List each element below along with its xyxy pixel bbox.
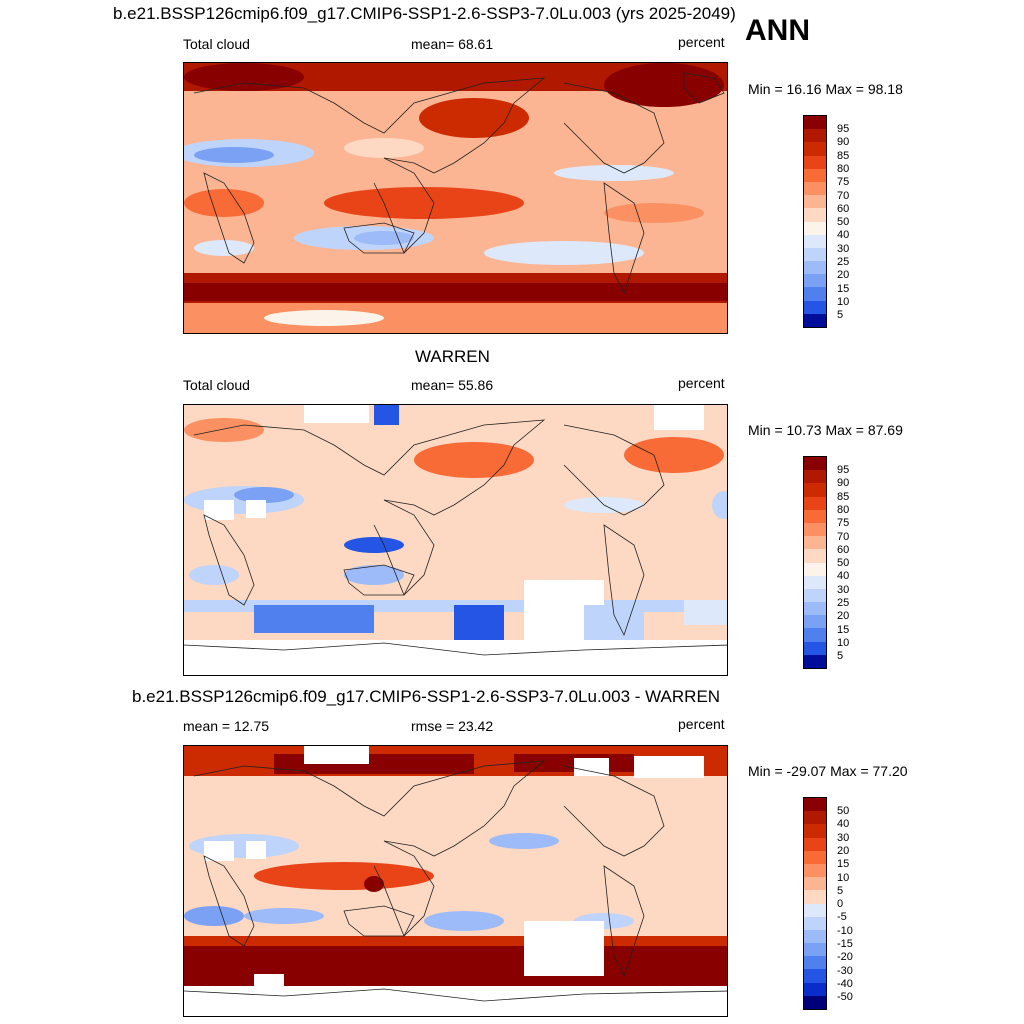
panel1-colorbar-tick: 5 xyxy=(837,309,844,321)
panel3-colorbar-tick: -10 xyxy=(837,925,853,937)
panel1-colorbar-tick: 30 xyxy=(837,243,850,255)
panel3-rmse-label: rmse = 23.42 xyxy=(411,718,494,734)
panel1-colorbar-tick: 25 xyxy=(837,256,850,268)
panel3-colorbar-tick: 10 xyxy=(837,872,850,884)
panel3-colorbar xyxy=(803,797,827,1010)
panel2-colorbar-tick: 5 xyxy=(837,650,844,662)
panel1-colorbar-tick: 20 xyxy=(837,269,850,281)
panel3-colorbar-tick: -20 xyxy=(837,951,853,963)
panel1-minmax-label: Min = 16.16 Max = 98.18 xyxy=(748,81,903,97)
panel2-colorbar-tick: 30 xyxy=(837,584,850,596)
panel2-map xyxy=(183,404,728,676)
panel2-variable-label: Total cloud xyxy=(183,377,250,393)
panel3-colorbar-tick: -40 xyxy=(837,978,853,990)
panel2-colorbar-tick: 60 xyxy=(837,544,850,556)
season-label: ANN xyxy=(745,14,810,47)
panel1-colorbar-tick: 95 xyxy=(837,123,850,135)
panel1-colorbar-tick: 60 xyxy=(837,203,850,215)
panel1-units-label: percent xyxy=(678,34,725,50)
panel3-units-label: percent xyxy=(678,716,725,732)
panel2-colorbar-tick: 15 xyxy=(837,624,850,636)
panel3-colorbar-tick: 40 xyxy=(837,818,850,830)
panel3-colorbar-tick: 0 xyxy=(837,898,844,910)
panel1-title: b.e21.BSSP126cmip6.f09_g17.CMIP6-SSP1-2.… xyxy=(113,4,736,23)
panel1-colorbar-tick: 90 xyxy=(837,136,850,148)
panel3-colorbar-tick: 5 xyxy=(837,885,844,897)
panel2-colorbar-tick: 40 xyxy=(837,570,850,582)
panel3-colorbar-tick: -15 xyxy=(837,938,853,950)
panel1-mean-label: mean= 68.61 xyxy=(411,36,494,52)
panel1-map xyxy=(183,62,728,334)
panel2-colorbar xyxy=(803,456,827,669)
panel3-title: b.e21.BSSP126cmip6.f09_g17.CMIP6-SSP1-2.… xyxy=(132,687,721,706)
panel3-colorbar-tick: -5 xyxy=(837,911,847,923)
panel1-colorbar-tick: 50 xyxy=(837,216,850,228)
panel2-colorbar-tick: 85 xyxy=(837,491,850,503)
panel1-colorbar-tick: 70 xyxy=(837,190,850,202)
panel1-colorbar xyxy=(803,115,827,328)
panel2-colorbar-tick: 75 xyxy=(837,517,850,529)
panel2-colorbar-tick: 95 xyxy=(837,464,850,476)
panel1-colorbar-tick: 15 xyxy=(837,283,850,295)
panel2-units-label: percent xyxy=(678,375,725,391)
panel1-colorbar-tick: 75 xyxy=(837,176,850,188)
panel2-colorbar-tick: 50 xyxy=(837,557,850,569)
panel3-colorbar-tick: 30 xyxy=(837,832,850,844)
panel3-colorbar-tick: 15 xyxy=(837,858,850,870)
panel3-colorbar-tick: 20 xyxy=(837,845,850,857)
panel3-map xyxy=(183,745,728,1017)
panel2-colorbar-tick: 10 xyxy=(837,637,850,649)
panel3-colorbar-tick: -30 xyxy=(837,965,853,977)
panel2-mean-label: mean= 55.86 xyxy=(411,377,494,393)
panel1-variable-label: Total cloud xyxy=(183,36,250,52)
panel2-minmax-label: Min = 10.73 Max = 87.69 xyxy=(748,422,903,438)
panel3-colorbar-tick: -50 xyxy=(837,991,853,1003)
panel1-colorbar-tick: 40 xyxy=(837,229,850,241)
panel1-colorbar-tick: 10 xyxy=(837,296,850,308)
panel1-colorbar-tick: 85 xyxy=(837,150,850,162)
panel2-colorbar-tick: 25 xyxy=(837,597,850,609)
panel2-colorbar-tick: 90 xyxy=(837,477,850,489)
panel2-title: WARREN xyxy=(415,347,490,366)
panel1-colorbar-tick: 80 xyxy=(837,163,850,175)
panel3-minmax-label: Min = -29.07 Max = 77.20 xyxy=(748,763,908,779)
panel3-mean-label: mean = 12.75 xyxy=(183,718,270,734)
panel2-colorbar-tick: 20 xyxy=(837,610,850,622)
panel2-colorbar-tick: 70 xyxy=(837,531,850,543)
panel3-colorbar-tick: 50 xyxy=(837,805,850,817)
panel2-colorbar-tick: 80 xyxy=(837,504,850,516)
